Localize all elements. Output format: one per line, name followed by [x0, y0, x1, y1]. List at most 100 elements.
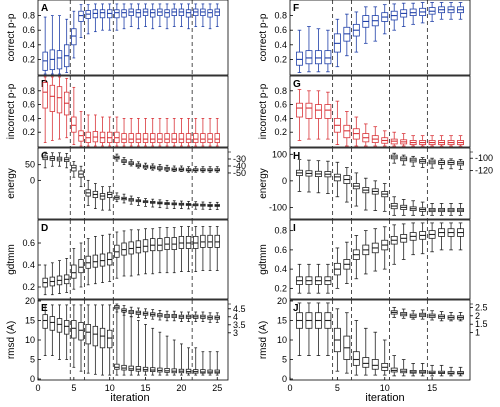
inset-y-tick-label: -30: [233, 154, 246, 164]
box: [42, 314, 48, 329]
box: [128, 133, 134, 143]
y-tick-label: 10: [277, 335, 287, 345]
box: [214, 133, 220, 143]
y-tick-label: 5: [30, 355, 35, 365]
x-tick-label: 10: [105, 383, 115, 393]
y-tick-label: -100: [269, 202, 287, 212]
box: [78, 259, 84, 274]
y-tick-label: 100: [272, 149, 287, 159]
box: [42, 82, 48, 109]
box: [305, 102, 313, 119]
box: [142, 133, 149, 143]
x-axis-label-right: iteration: [365, 392, 404, 404]
box: [99, 327, 106, 349]
box: [128, 365, 134, 371]
y-tick-label: 0.8: [274, 86, 287, 96]
panel-frame: [37, 219, 229, 300]
box: [71, 264, 77, 279]
box: [207, 133, 213, 143]
box: [150, 133, 156, 143]
inset-y-tick-label: 4.5: [233, 304, 246, 314]
inset-y-tick-label: -100: [475, 153, 493, 163]
box: [352, 351, 360, 366]
box: [371, 359, 379, 370]
y-tick-label: 50: [25, 160, 35, 170]
y-axis-label: gdtmm: [258, 244, 269, 275]
y-tick-label: 20: [25, 296, 35, 306]
y-tick-label: 0.4: [274, 264, 287, 274]
y-axis-label: correct p-p: [258, 13, 269, 61]
box: [333, 173, 341, 182]
y-tick-label: 15: [277, 316, 287, 326]
y-tick-label: 0: [282, 176, 287, 186]
y-tick-label: 0.6: [22, 25, 35, 35]
x-tick-label: 25: [212, 383, 222, 393]
inset-y-tick-label: 1.5: [475, 319, 488, 329]
box: [150, 9, 156, 18]
panel-letter: A: [41, 3, 48, 14]
inset-y-tick-label: -50: [233, 168, 246, 178]
box: [107, 329, 113, 349]
box: [135, 9, 142, 18]
box: [56, 318, 63, 333]
box: [324, 50, 332, 65]
box: [164, 133, 170, 143]
inset-y-tick-label: 3.5: [233, 320, 246, 330]
box: [114, 9, 120, 19]
inset-y-tick-label: 1: [475, 328, 480, 338]
box: [343, 124, 351, 139]
panel-frame: [37, 147, 229, 220]
y-tick-label: 0: [282, 374, 287, 384]
box: [121, 9, 127, 18]
y-tick-label: 15: [25, 316, 35, 326]
x-tick-label: 0: [35, 383, 40, 393]
box: [71, 320, 77, 339]
box: [314, 50, 322, 65]
box: [171, 133, 177, 143]
y-axis-label: incorrect p-p: [258, 83, 269, 139]
box: [314, 104, 322, 119]
x-tick-label: 10: [380, 383, 390, 393]
box: [99, 9, 106, 19]
panel-letter: F: [293, 3, 299, 14]
box: [71, 28, 77, 46]
box: [49, 84, 56, 112]
inset-y-tick-label: 2.5: [475, 302, 488, 312]
box: [362, 357, 370, 368]
y-tick-label: 0.4: [274, 40, 287, 50]
panel-letter: J: [293, 303, 299, 314]
x-tick-label: 20: [176, 383, 186, 393]
y-tick-label: 0.8: [22, 11, 35, 21]
y-tick-label: 0.4: [22, 40, 35, 50]
y-tick-label: 0.4: [22, 260, 35, 270]
inset-y-tick-label: 3: [233, 328, 238, 338]
box: [135, 133, 142, 143]
box: [56, 86, 63, 114]
box: [157, 133, 163, 143]
y-tick-label: 0.8: [22, 86, 35, 96]
y-axis-label: correct p-p: [6, 13, 17, 61]
y-tick-label: 0.4: [274, 113, 287, 123]
y-tick-label: 0.2: [22, 54, 35, 64]
x-tick-label: 0: [287, 383, 292, 393]
y-tick-label: 0.6: [274, 245, 287, 255]
y-tick-label: 0.6: [274, 25, 287, 35]
inset-y-tick-label: -120: [475, 166, 493, 176]
box: [92, 254, 99, 268]
inset-y-tick-label: 2: [475, 311, 480, 321]
box: [305, 50, 313, 65]
inset-y-tick-label: 4: [233, 312, 238, 322]
y-axis-label: energy: [258, 168, 269, 199]
x-tick-label: 5: [335, 383, 340, 393]
box: [121, 133, 127, 143]
panel-frame: [289, 0, 471, 76]
x-tick-label: 5: [71, 383, 76, 393]
box: [71, 116, 77, 133]
panel-frame: [37, 0, 229, 76]
